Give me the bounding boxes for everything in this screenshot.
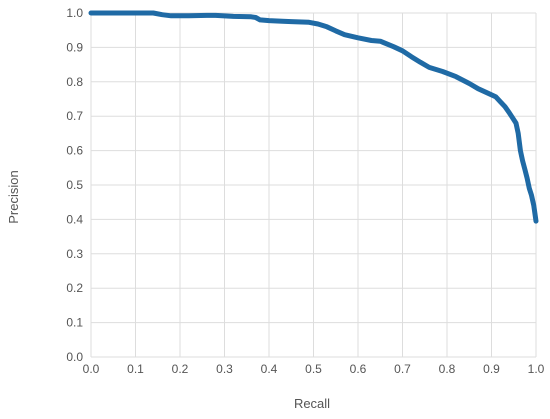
x-tick-label: 0.8 [439,362,456,376]
grid-lines [90,12,537,358]
y-axis-title: Precision [6,170,21,223]
y-tick-label: 0.9 [66,40,83,54]
x-tick-label: 1.0 [528,362,545,376]
x-tick-label: 0.2 [172,362,189,376]
x-tick-label: 0.0 [83,362,100,376]
x-tick-label: 0.9 [483,362,500,376]
y-tick-label: 0.8 [66,75,83,89]
y-tick-label: 0.7 [66,109,83,123]
y-tick-label: 0.5 [66,178,83,192]
y-tick-label: 0.2 [66,281,83,295]
precision-recall-curve [88,10,539,224]
y-tick-label: 0.0 [66,350,83,364]
x-axis-ticks: 0.0 0.1 0.2 0.3 0.4 0.5 0.6 0.7 0.8 0.9 1.0 [83,362,545,376]
x-tick-label: 0.4 [261,362,278,376]
y-tick-label: 0.1 [66,316,83,330]
y-tick-label: 1.0 [66,6,83,20]
y-tick-label: 0.4 [66,212,83,226]
y-tick-label: 0.3 [66,247,83,261]
y-axis-ticks: 0.0 0.1 0.2 0.3 0.4 0.5 0.6 0.7 0.8 0.9 1.0 [66,6,83,364]
x-tick-label: 0.6 [350,362,367,376]
x-tick-label: 0.3 [216,362,233,376]
x-tick-label: 0.5 [305,362,322,376]
series-layer [88,10,539,224]
y-tick-label: 0.6 [66,144,83,158]
x-axis-title: Recall [294,396,330,411]
x-tick-label: 0.1 [127,362,144,376]
x-tick-label: 0.7 [394,362,411,376]
